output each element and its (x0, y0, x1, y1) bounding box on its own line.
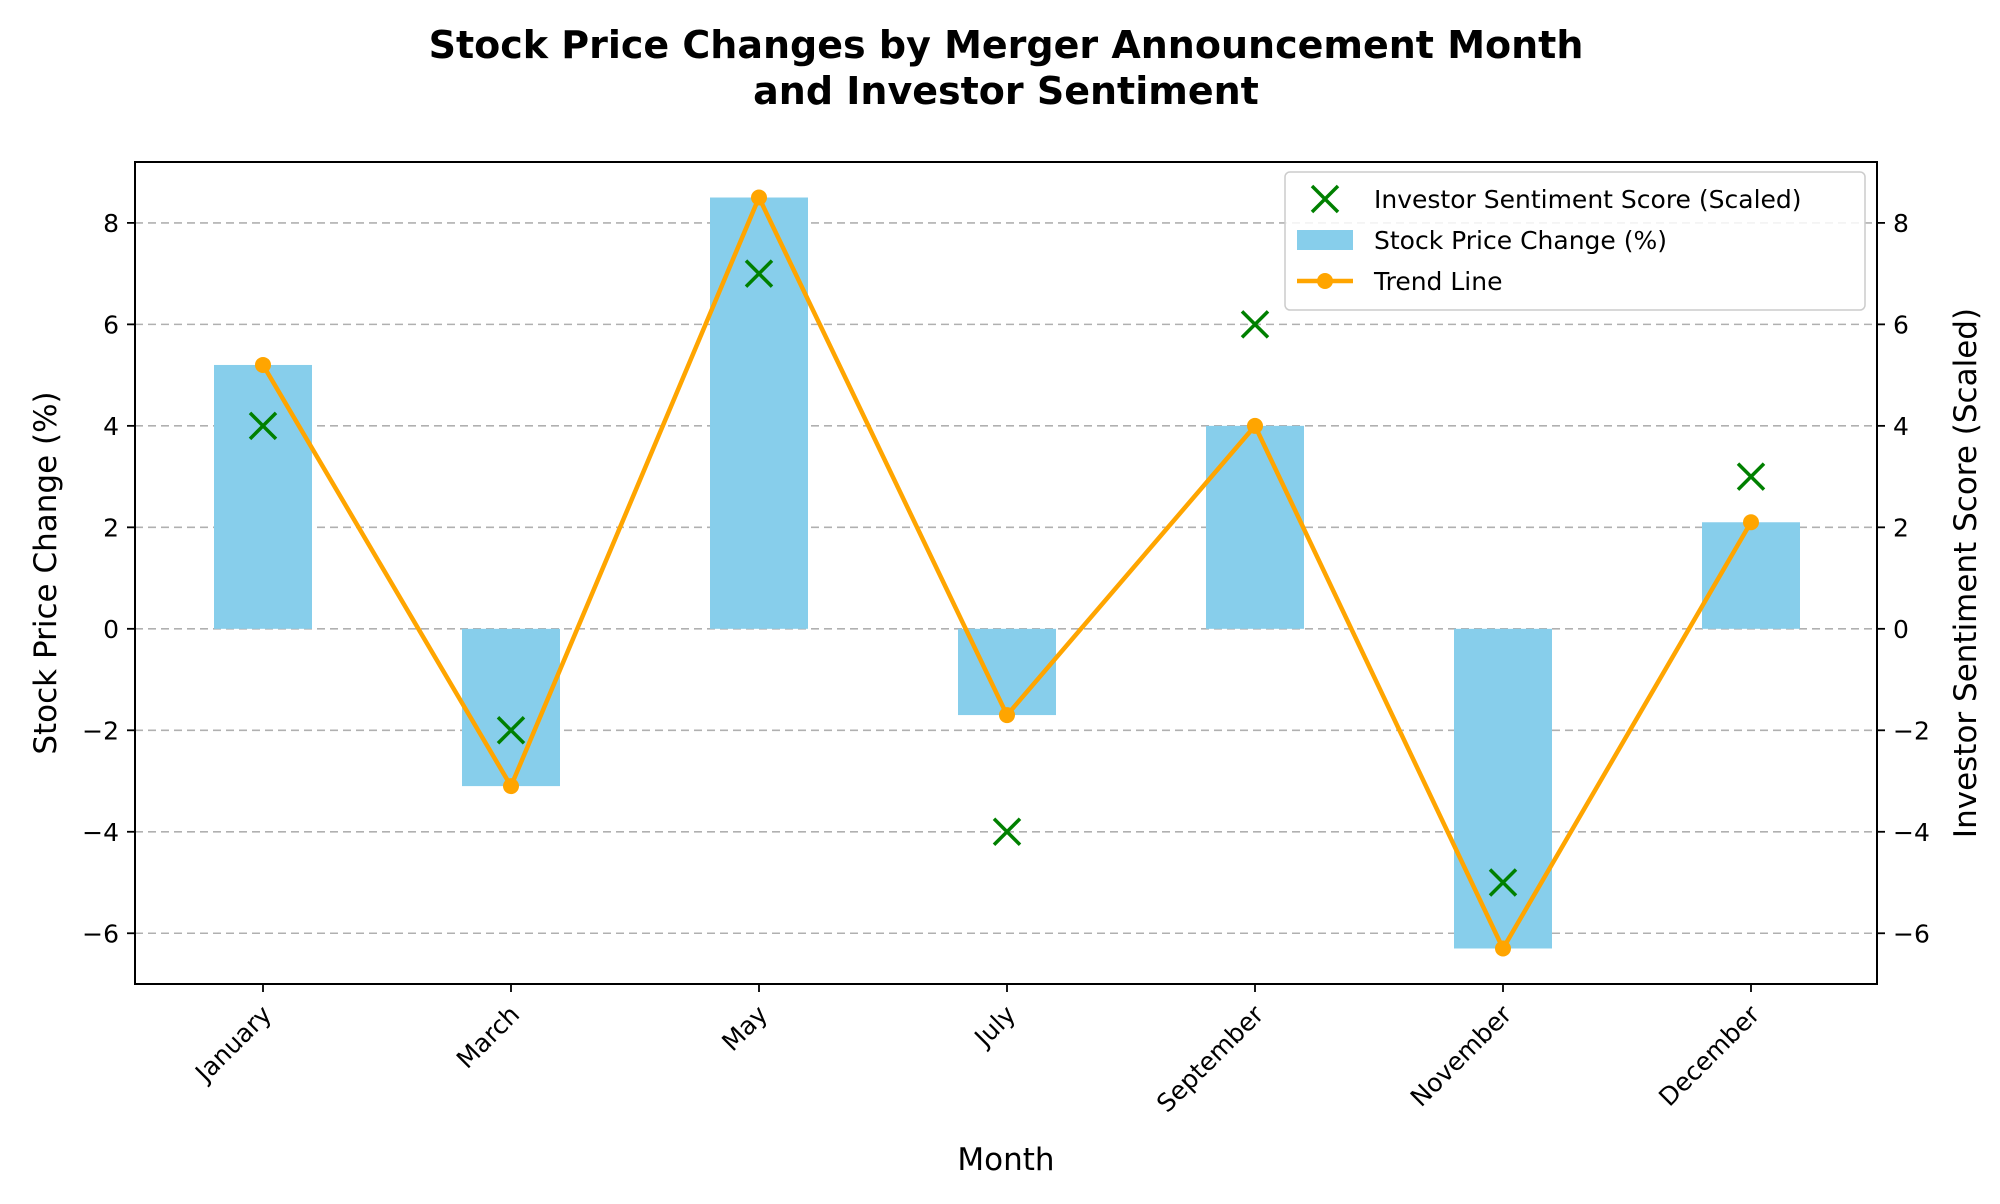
legend-label: Investor Sentiment Score (Scaled) (1374, 185, 1802, 214)
bar (1454, 628, 1552, 949)
x-axis-label: Month (957, 1142, 1054, 1178)
y-tick-label-right: −6 (1893, 919, 1930, 948)
x-tick-label: July (968, 1000, 1022, 1054)
x-tick-label: May (716, 1000, 773, 1057)
legend-box (1284, 171, 1866, 311)
sentiment-marker (496, 716, 526, 745)
y-tick-label-right: −4 (1893, 818, 1930, 847)
trend-point (1495, 940, 1511, 957)
sentiment-marker (1736, 462, 1766, 491)
bar (214, 364, 312, 629)
legend-swatch-sentiment (1310, 184, 1340, 214)
y-tick-label-left: 2 (103, 513, 119, 542)
sentiment-marker (1488, 868, 1518, 897)
trend-point (1247, 417, 1263, 434)
y-tick-label-right: 2 (1893, 513, 1909, 542)
sentiment-marker (992, 817, 1022, 847)
y-tick-label-right: 6 (1893, 310, 1909, 339)
y-axis-label-right: Investor Sentiment Score (Scaled) (1948, 308, 1984, 838)
trend-point (751, 189, 767, 206)
y-tick-label-right: 8 (1893, 209, 1909, 238)
x-tick-label: January (188, 1000, 277, 1089)
y-axis-label-left: Stock Price Change (%) (28, 391, 64, 754)
bar (710, 197, 808, 629)
chart-title-line-2: and Investor Sentiment (753, 69, 1259, 113)
legend-swatch-trend-point (1317, 273, 1333, 289)
y-tick-label-left: 0 (103, 615, 119, 644)
y-tick-label-right: 4 (1893, 412, 1909, 441)
x-tick-label: March (451, 1000, 525, 1074)
sentiment-marker-layer (248, 259, 1766, 897)
trend-line-layer (255, 189, 1759, 957)
y-tick-label-left: 4 (103, 412, 119, 441)
y-tick-label-right: 0 (1893, 615, 1909, 644)
chart-title-line-1: Stock Price Changes by Merger Announceme… (429, 23, 1584, 67)
y-tick-label-left: −6 (82, 919, 119, 948)
y-tick-label-left: −2 (82, 716, 119, 745)
x-tick-label: November (1405, 999, 1518, 1112)
legend-swatch-bar (1297, 230, 1353, 250)
bar (1206, 425, 1304, 629)
plot-frame (134, 161, 1878, 985)
y-tick-label-right: −2 (1893, 716, 1930, 745)
trend-point (503, 778, 519, 795)
bar (1702, 522, 1800, 629)
legend: Investor Sentiment Score (Scaled) Stock P… (1284, 171, 1866, 311)
x-tick-label: September (1151, 999, 1270, 1118)
sentiment-marker (248, 411, 278, 441)
grid-layer (135, 222, 1877, 935)
trend-point (255, 356, 271, 373)
legend-label: Trend Line (1373, 267, 1502, 296)
y-tick-label-left: −4 (82, 818, 119, 847)
sentiment-marker (1240, 310, 1270, 339)
x-tick-label: December (1653, 999, 1766, 1112)
trend-point (1743, 514, 1759, 531)
trend-point (999, 707, 1015, 724)
y-tick-label-left: 6 (103, 310, 119, 339)
sentiment-marker (744, 259, 774, 288)
y-tick-label-left: 8 (103, 209, 119, 238)
legend-label: Stock Price Change (%) (1374, 226, 1667, 255)
